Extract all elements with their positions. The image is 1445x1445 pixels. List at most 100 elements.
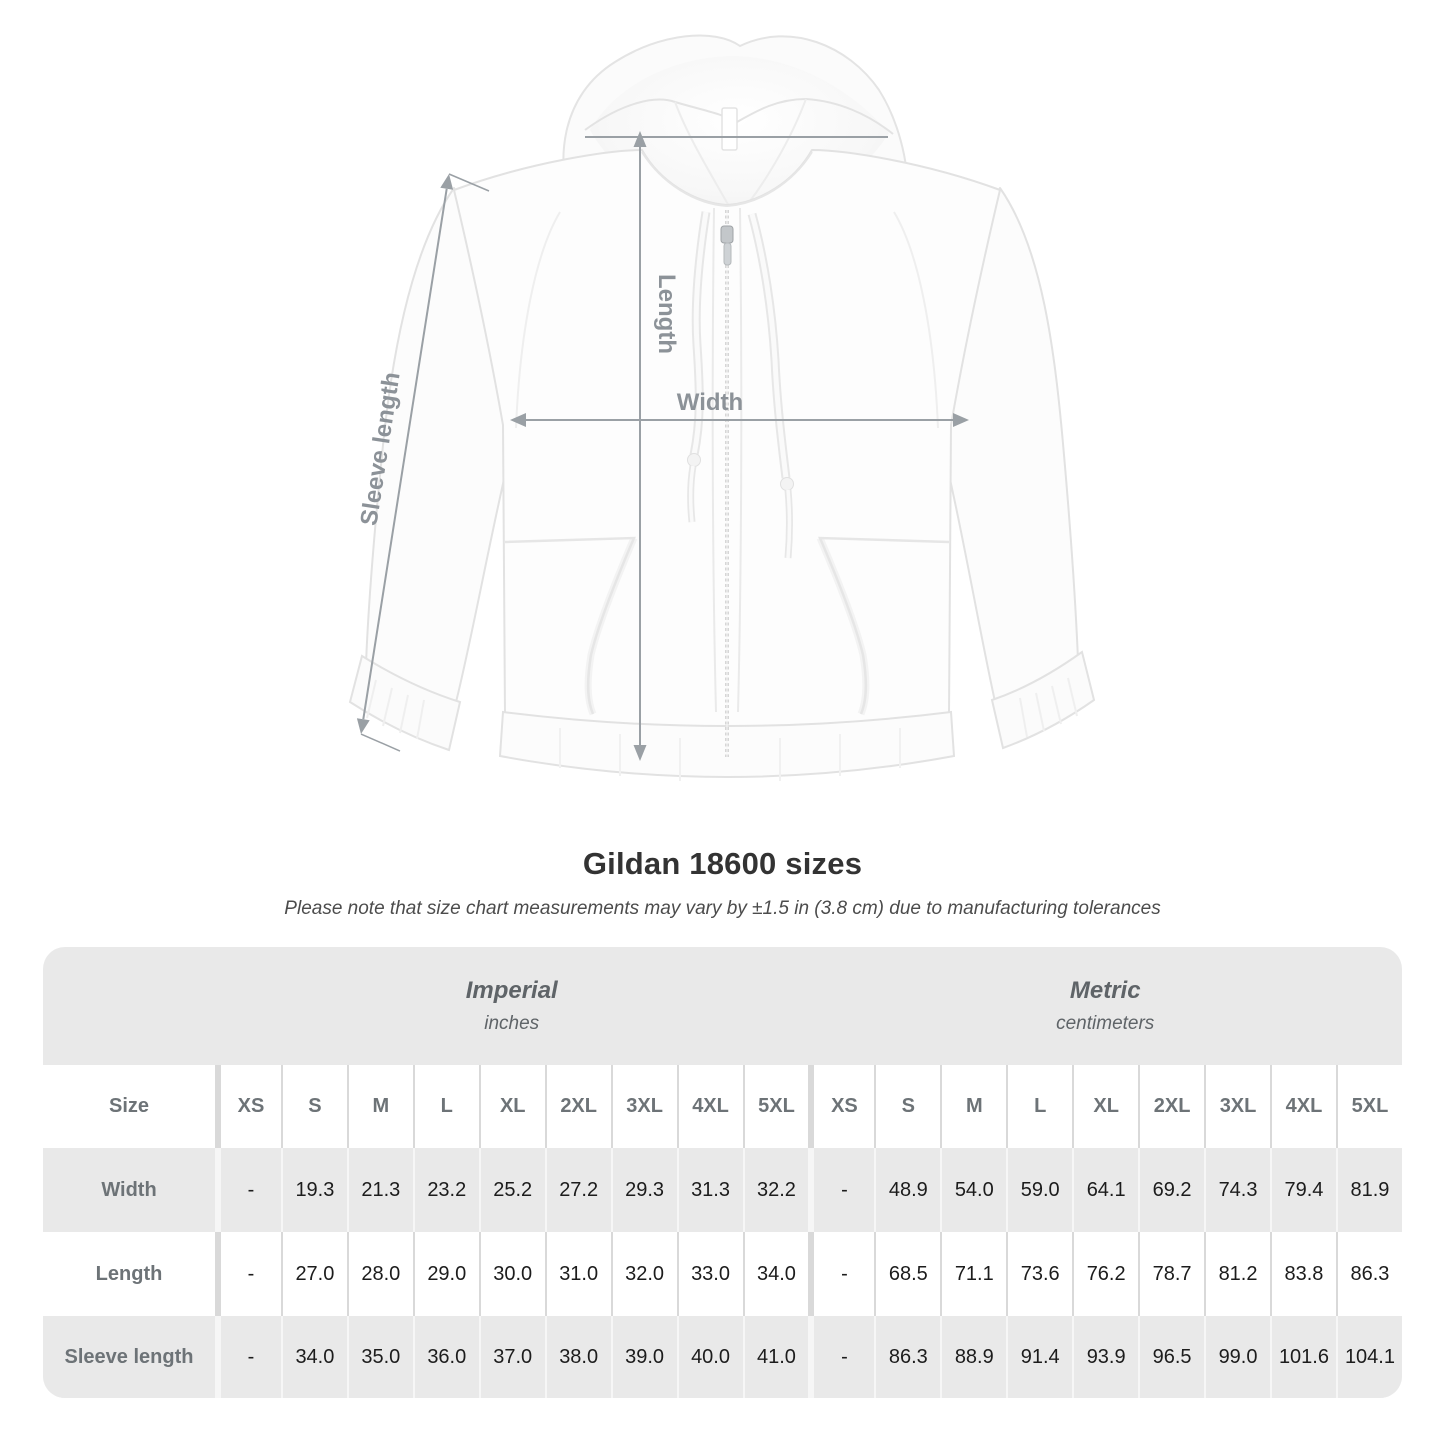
size-header-row: Size XS S M L XL 2XL 3XL 4XL 5XL XS S M …	[43, 1065, 1402, 1148]
size-header-cell: M	[940, 1065, 1007, 1148]
sleeve-length-arrow	[356, 173, 490, 752]
size-header-cell: XL	[1072, 1065, 1139, 1148]
value-cell: 41.0	[742, 1316, 809, 1398]
value-cell: 32.0	[610, 1232, 677, 1316]
size-column-header: Size	[43, 1065, 215, 1148]
width-row: Width - 19.3 21.3 23.2 25.2 27.2 29.3 31…	[43, 1148, 1402, 1232]
value-cell: 40.0	[676, 1316, 743, 1398]
value-cell: 78.7	[1138, 1232, 1205, 1316]
value-cell: 104.1	[1335, 1316, 1402, 1398]
size-header-cell: 5XL	[1335, 1065, 1402, 1148]
value-cell: 81.2	[1204, 1232, 1270, 1316]
size-header-cell: 2XL	[544, 1065, 611, 1148]
value-cell: 35.0	[346, 1316, 413, 1398]
imperial-group-header: Imperial inches	[215, 947, 808, 1065]
size-header-cell: XS	[215, 1065, 281, 1148]
zipper	[711, 207, 743, 757]
size-header-cell: L	[1006, 1065, 1073, 1148]
tolerance-note: Please note that size chart measurements…	[284, 898, 1161, 919]
kangaroo-pockets	[504, 536, 950, 716]
armhole-seams	[515, 211, 939, 429]
value-cell: 54.0	[940, 1148, 1007, 1232]
value-cell: 74.3	[1204, 1148, 1270, 1232]
collar-seam	[641, 151, 813, 207]
value-cell: 83.8	[1270, 1232, 1336, 1316]
sleeve-length-row: Sleeve length - 34.0 35.0 36.0 37.0 38.0…	[43, 1316, 1402, 1398]
drawstrings	[687, 211, 794, 559]
page-title: Gildan 18600 sizes	[582, 846, 863, 881]
zipper-slider	[720, 225, 734, 244]
value-cell: 39.0	[610, 1316, 677, 1398]
value-cell: -	[808, 1232, 875, 1316]
metric-group-unit: centimeters	[1056, 1013, 1155, 1034]
size-header-cell: 3XL	[1204, 1065, 1270, 1148]
value-cell: -	[808, 1316, 875, 1398]
value-cell: 96.5	[1138, 1316, 1205, 1398]
value-cell: 48.9	[874, 1148, 941, 1232]
value-cell: 27.0	[280, 1232, 347, 1316]
size-header-cell: 3XL	[610, 1065, 677, 1148]
value-cell: 76.2	[1072, 1232, 1139, 1316]
size-header-cell: XL	[478, 1065, 545, 1148]
value-cell: 79.4	[1270, 1148, 1336, 1232]
value-cell: 71.1	[940, 1232, 1007, 1316]
value-cell: 36.0	[412, 1316, 479, 1398]
value-cell: 81.9	[1335, 1148, 1402, 1232]
metric-group-name: Metric	[1069, 977, 1141, 1004]
value-cell: 91.4	[1006, 1316, 1073, 1398]
value-cell: 31.3	[676, 1148, 743, 1232]
value-cell: 29.3	[610, 1148, 677, 1232]
size-header-cell: 4XL	[1270, 1065, 1336, 1148]
width-arrow	[510, 413, 969, 427]
value-cell: 59.0	[1006, 1148, 1073, 1232]
value-cell: 86.3	[874, 1316, 941, 1398]
size-table-grid: Imperial inches Metric centimeters Size …	[43, 947, 1402, 1398]
zipper-pull	[723, 242, 732, 266]
value-cell: -	[808, 1148, 875, 1232]
value-cell: -	[215, 1232, 281, 1316]
size-header-cell: L	[412, 1065, 479, 1148]
size-header-cell: 4XL	[676, 1065, 743, 1148]
value-cell: 73.6	[1006, 1232, 1073, 1316]
value-cell: 64.1	[1072, 1148, 1139, 1232]
size-header-cell: 5XL	[742, 1065, 809, 1148]
value-cell: 93.9	[1072, 1316, 1139, 1398]
value-cell: 69.2	[1138, 1148, 1205, 1232]
left-sleeve	[348, 187, 517, 752]
size-header-cell: S	[874, 1065, 941, 1148]
row-label: Width	[43, 1148, 215, 1232]
row-label: Sleeve length	[43, 1316, 215, 1398]
size-header-cell: S	[280, 1065, 347, 1148]
hoodie-measurement-diagram: Length Width Sleeve length	[348, 34, 1096, 781]
value-cell: 28.0	[346, 1232, 413, 1316]
value-cell: 19.3	[280, 1148, 347, 1232]
right-sleeve	[937, 187, 1096, 750]
imperial-group-name: Imperial	[465, 977, 558, 1004]
length-label: Length	[653, 274, 680, 354]
value-cell: 86.3	[1335, 1232, 1402, 1316]
value-cell: 31.0	[544, 1232, 611, 1316]
length-arrow	[585, 131, 888, 761]
neck-tag	[721, 107, 738, 151]
value-cell: -	[215, 1316, 281, 1398]
value-cell: 68.5	[874, 1232, 941, 1316]
value-cell: 23.2	[412, 1148, 479, 1232]
corner-cell	[43, 947, 215, 1065]
value-cell: 34.0	[742, 1232, 809, 1316]
right-cuff	[990, 650, 1096, 750]
size-table: Imperial inches Metric centimeters Size …	[43, 947, 1402, 1398]
value-cell: 88.9	[940, 1316, 1007, 1398]
value-cell: 29.0	[412, 1232, 479, 1316]
unit-group-row: Imperial inches Metric centimeters	[43, 947, 1402, 1065]
metric-group-header: Metric centimeters	[808, 947, 1402, 1065]
value-cell: 34.0	[280, 1316, 347, 1398]
size-header-cell: 2XL	[1138, 1065, 1205, 1148]
value-cell: 27.2	[544, 1148, 611, 1232]
value-cell: 37.0	[478, 1316, 545, 1398]
imperial-group-unit: inches	[484, 1013, 540, 1034]
value-cell: 30.0	[478, 1232, 545, 1316]
size-header-cell: M	[346, 1065, 413, 1148]
value-cell: 21.3	[346, 1148, 413, 1232]
left-cuff	[348, 654, 462, 752]
